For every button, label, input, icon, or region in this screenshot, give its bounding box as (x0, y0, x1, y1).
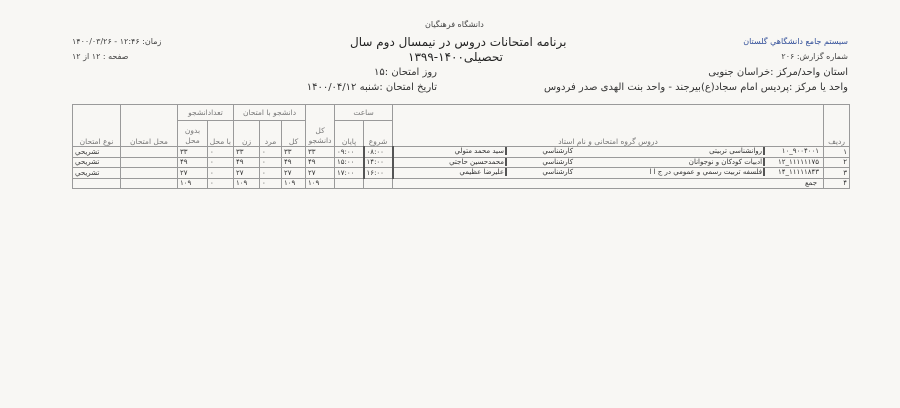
header-male: مرد (259, 120, 283, 147)
report-number: شماره گزارش: ۲۰۶ (781, 52, 848, 61)
without-location: ۴۹ (177, 156, 208, 168)
course-name: روانشناسی تربیتی (709, 147, 766, 155)
total: ۳۳ (281, 146, 307, 158)
unit: واحد یا مرکز :پردیس امام سجاد(ع)بیرجند -… (543, 82, 848, 93)
course-degree: کارشناسي (542, 147, 574, 155)
header-with-exam-group: دانشجو با امتحان (232, 104, 307, 121)
course-cell: ۱۱۱۱۱۸۴۳_۱۴ فلسفه تربیت رسمي و عمومي در … (391, 167, 825, 179)
header-exam-type: نوع امتحان (72, 104, 121, 147)
course-cell: ۱۱۱۱۱۱۷۵_۱۲ ادبیات کودکان و نوجوانان کار… (391, 156, 825, 168)
male: ۰ (259, 177, 283, 189)
header-total-students: کل دانشجو (305, 104, 336, 147)
total: ۱۰۹ (281, 177, 307, 189)
page-number: صفحه : ۱۲ از ۱۲ (72, 52, 129, 61)
female: ۳۳ (232, 146, 261, 158)
exam-type: تشریحي (72, 167, 121, 179)
exam-location (120, 156, 178, 168)
course-cell: ۹۰۰۴۰۰۱_۱۰ روانشناسی تربیتی کارشناسي سید… (391, 146, 825, 158)
total-students: ۳۳ (305, 146, 336, 158)
end-time: ۱۷:۰۰ (334, 167, 365, 179)
total-label: جمع (392, 177, 825, 189)
start-time: ۱۴:۰۰ (362, 156, 394, 168)
report-title-year: تحصیلی۱۴۰۰-۱۳۹۹ (408, 50, 503, 64)
with-location: ۰ (207, 146, 234, 158)
empty-cell (363, 177, 394, 189)
table-row: ۳ ۱۱۱۱۱۸۴۳_۱۴ فلسفه تربیت رسمي و عمومي د… (72, 167, 851, 179)
header-end: پایان (334, 120, 365, 147)
table-row: ۱ ۹۰۰۴۰۰۱_۱۰ روانشناسی تربیتی کارشناسي س… (72, 146, 851, 158)
header-exam-location: محل امتحان (120, 104, 178, 147)
without-location: ۱۰۹ (177, 177, 208, 189)
empty-cell (72, 177, 121, 189)
exam-location (120, 167, 178, 179)
total-students: ۱۰۹ (305, 177, 336, 189)
course-degree: کارشناسي (542, 168, 574, 176)
university-name: دانشگاه فرهنگیان (425, 20, 484, 29)
female: ۱۰۹ (232, 177, 261, 189)
instructor-name: محمدحسین حاجتي (449, 157, 508, 166)
row-number: ۱ (823, 146, 851, 158)
row-number: ۲ (823, 156, 851, 168)
course-name: ادبیات کودکان و نوجوانان (689, 157, 766, 166)
total-row: ۴ جمع ۱۰۹ ۱۰۹ ۰ ۱۰۹ ۰ ۱۰۹ (72, 177, 851, 189)
empty-cell (120, 177, 178, 189)
report-time: زمان: ۱۲:۴۶ - ۱۴۰۰/۰۳/۲۶ (72, 37, 162, 46)
course-code: ۹۰۰۴۰۰۱_۱۰ (781, 147, 820, 155)
header-total: کل (281, 120, 307, 147)
exam-location (120, 146, 178, 158)
course-code: ۱۱۱۱۱۱۷۵_۱۲ (777, 157, 820, 166)
header-female: زن (232, 120, 261, 147)
row-number: ۴ (823, 177, 851, 189)
header-without-location: بدون محل (177, 120, 208, 147)
header-start: شروع (363, 120, 394, 147)
with-location: ۰ (207, 167, 234, 179)
exam-day: روز امتحان :۱۵ (374, 67, 437, 78)
without-location: ۳۳ (177, 146, 208, 158)
exam-type: تشریحي (72, 146, 121, 158)
end-time: ۰۹:۰۰ (334, 146, 365, 158)
header-row-number: ردیف (823, 104, 851, 147)
exam-date: تاریخ امتحان :شنبه ۱۴۰۰/۰۴/۱۲ (306, 82, 437, 93)
without-location: ۲۷ (177, 167, 208, 179)
male: ۰ (259, 156, 283, 168)
male: ۰ (259, 167, 283, 179)
report-title: برنامه امتحانات دروس در نیمسال دوم سال (350, 35, 567, 49)
female: ۴۹ (232, 156, 261, 168)
exam-type: تشریحي (72, 156, 121, 168)
end-time: ۱۵:۰۰ (334, 156, 365, 168)
header-count-group: تعدادانشجو (177, 104, 234, 121)
with-location: ۰ (207, 177, 234, 189)
total: ۴۹ (281, 156, 307, 168)
female: ۲۷ (232, 167, 261, 179)
start-time: ۱۶:۰۰ (362, 167, 394, 179)
with-location: ۰ (207, 156, 234, 168)
system-name: سیستم جامع دانشگاهي گلستان (743, 37, 848, 46)
empty-cell (334, 177, 365, 189)
course-degree: کارشناسي (542, 157, 574, 166)
exam-schedule-table: ردیف دروس گروه امتحانی و نام استاد ساعت … (72, 104, 851, 189)
header-time-group: ساعت (334, 104, 394, 121)
start-time: ۰۸:۰۰ (362, 146, 394, 158)
header-with-location: با محل (207, 120, 234, 147)
total: ۲۷ (281, 167, 307, 179)
total-students: ۲۷ (305, 167, 336, 179)
header-course: دروس گروه امتحانی و نام استاد (392, 104, 825, 147)
total-students: ۴۹ (305, 156, 336, 168)
course-name: فلسفه تربیت رسمي و عمومي در ج ا ا (649, 168, 766, 176)
province: استان واحد/مرکز :خراسان جنوبی (708, 67, 848, 78)
course-code: ۱۱۱۱۱۸۴۳_۱۴ (777, 168, 820, 176)
instructor-name: علیرضا عظیمي (459, 168, 508, 176)
male: ۰ (259, 146, 283, 158)
instructor-name: سید محمد متولي (455, 147, 508, 155)
row-number: ۳ (823, 167, 851, 179)
table-row: ۲ ۱۱۱۱۱۱۷۵_۱۲ ادبیات کودکان و نوجوانان ک… (72, 156, 851, 168)
